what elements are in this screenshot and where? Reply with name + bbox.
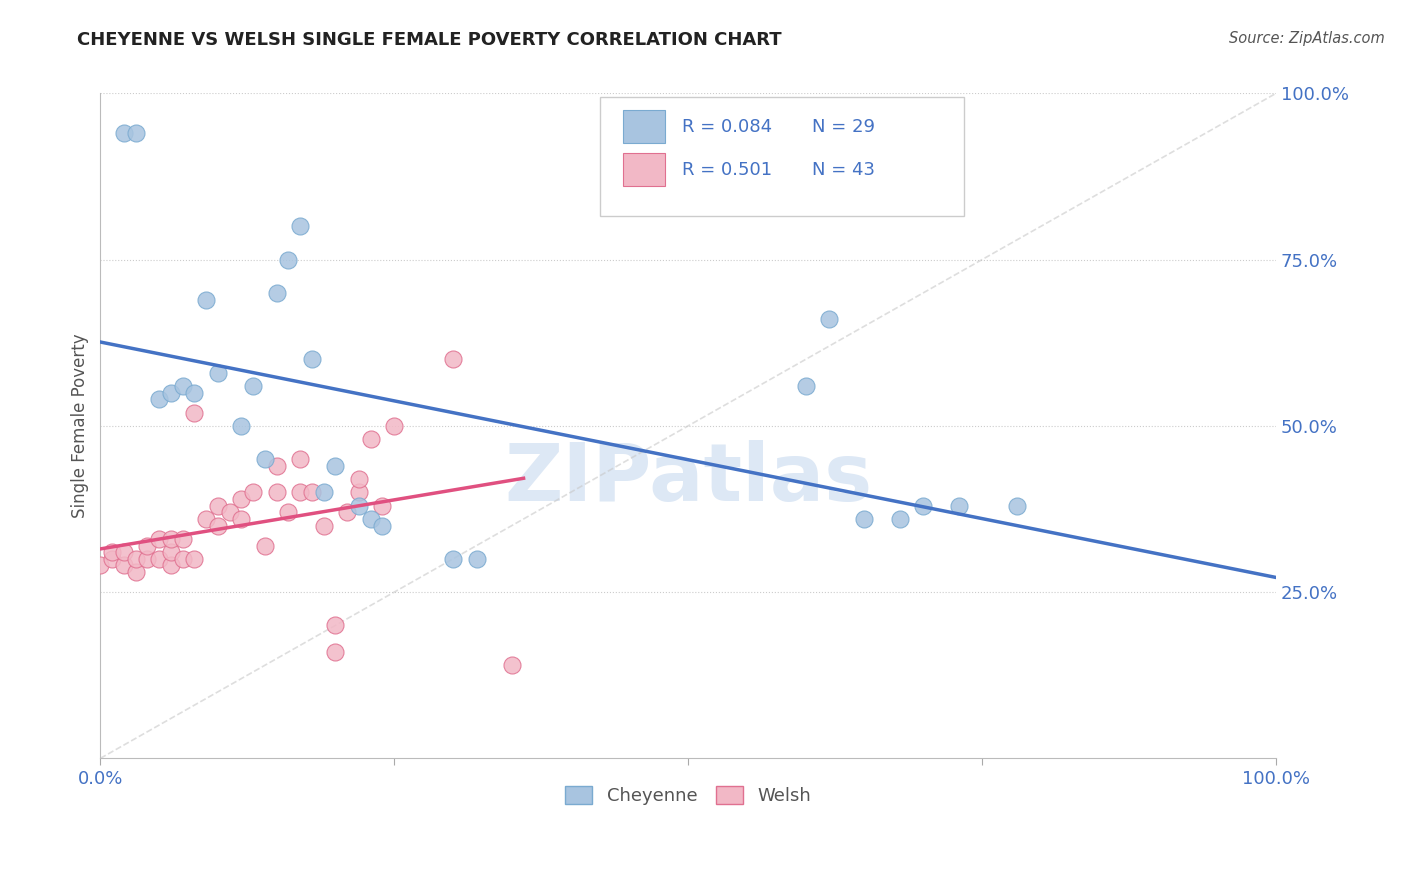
Point bbox=[266, 458, 288, 473]
Point bbox=[277, 505, 299, 519]
Point bbox=[501, 658, 523, 673]
Text: N = 29: N = 29 bbox=[811, 118, 875, 136]
Point bbox=[371, 499, 394, 513]
Point bbox=[889, 512, 911, 526]
Point bbox=[853, 512, 876, 526]
Point bbox=[112, 558, 135, 573]
Point bbox=[325, 618, 347, 632]
Point bbox=[290, 219, 312, 234]
Point bbox=[183, 405, 205, 419]
Point bbox=[124, 565, 146, 579]
FancyBboxPatch shape bbox=[623, 153, 665, 186]
Point bbox=[148, 532, 170, 546]
Point bbox=[312, 518, 335, 533]
Point bbox=[148, 552, 170, 566]
Point bbox=[1007, 499, 1029, 513]
Point bbox=[148, 392, 170, 407]
Point bbox=[441, 552, 464, 566]
Point bbox=[112, 545, 135, 559]
Point bbox=[160, 545, 183, 559]
Point bbox=[347, 499, 370, 513]
Point bbox=[89, 558, 111, 573]
Point bbox=[207, 518, 229, 533]
Text: Source: ZipAtlas.com: Source: ZipAtlas.com bbox=[1229, 31, 1385, 46]
Text: R = 0.501: R = 0.501 bbox=[682, 161, 772, 178]
Point bbox=[253, 452, 276, 467]
Point bbox=[336, 505, 359, 519]
Point bbox=[207, 499, 229, 513]
Point bbox=[160, 558, 183, 573]
Point bbox=[277, 252, 299, 267]
Text: CHEYENNE VS WELSH SINGLE FEMALE POVERTY CORRELATION CHART: CHEYENNE VS WELSH SINGLE FEMALE POVERTY … bbox=[77, 31, 782, 49]
Point bbox=[195, 293, 218, 307]
Point bbox=[266, 285, 288, 300]
Legend: Cheyenne, Welsh: Cheyenne, Welsh bbox=[558, 779, 818, 813]
Point bbox=[231, 491, 253, 506]
Point bbox=[242, 485, 264, 500]
Point bbox=[183, 385, 205, 400]
Point bbox=[912, 499, 935, 513]
Point bbox=[465, 552, 488, 566]
Point bbox=[347, 485, 370, 500]
FancyBboxPatch shape bbox=[623, 110, 665, 144]
Point bbox=[948, 499, 970, 513]
Point bbox=[312, 485, 335, 500]
Point bbox=[101, 545, 124, 559]
Point bbox=[136, 539, 159, 553]
Point bbox=[242, 379, 264, 393]
Point bbox=[290, 485, 312, 500]
Point bbox=[301, 485, 323, 500]
Point bbox=[172, 379, 194, 393]
Point bbox=[325, 645, 347, 659]
Point bbox=[160, 532, 183, 546]
Point bbox=[266, 485, 288, 500]
Point bbox=[794, 379, 817, 393]
Point bbox=[360, 432, 382, 446]
Point bbox=[124, 126, 146, 140]
Point bbox=[231, 418, 253, 433]
FancyBboxPatch shape bbox=[600, 96, 965, 217]
Y-axis label: Single Female Poverty: Single Female Poverty bbox=[72, 334, 89, 518]
Text: R = 0.084: R = 0.084 bbox=[682, 118, 772, 136]
Point bbox=[172, 552, 194, 566]
Point bbox=[136, 552, 159, 566]
Point bbox=[124, 552, 146, 566]
Point bbox=[101, 552, 124, 566]
Point bbox=[183, 552, 205, 566]
Point bbox=[371, 518, 394, 533]
Point bbox=[112, 126, 135, 140]
Text: ZIPatlas: ZIPatlas bbox=[503, 440, 872, 518]
Point bbox=[253, 539, 276, 553]
Point bbox=[347, 472, 370, 486]
Point bbox=[382, 418, 405, 433]
Point bbox=[301, 352, 323, 367]
Point bbox=[207, 366, 229, 380]
Point bbox=[325, 458, 347, 473]
Text: N = 43: N = 43 bbox=[811, 161, 875, 178]
Point bbox=[172, 532, 194, 546]
Point bbox=[818, 312, 841, 326]
Point bbox=[360, 512, 382, 526]
Point bbox=[290, 452, 312, 467]
Point bbox=[231, 512, 253, 526]
Point bbox=[218, 505, 240, 519]
Point bbox=[441, 352, 464, 367]
Point bbox=[195, 512, 218, 526]
Point bbox=[160, 385, 183, 400]
